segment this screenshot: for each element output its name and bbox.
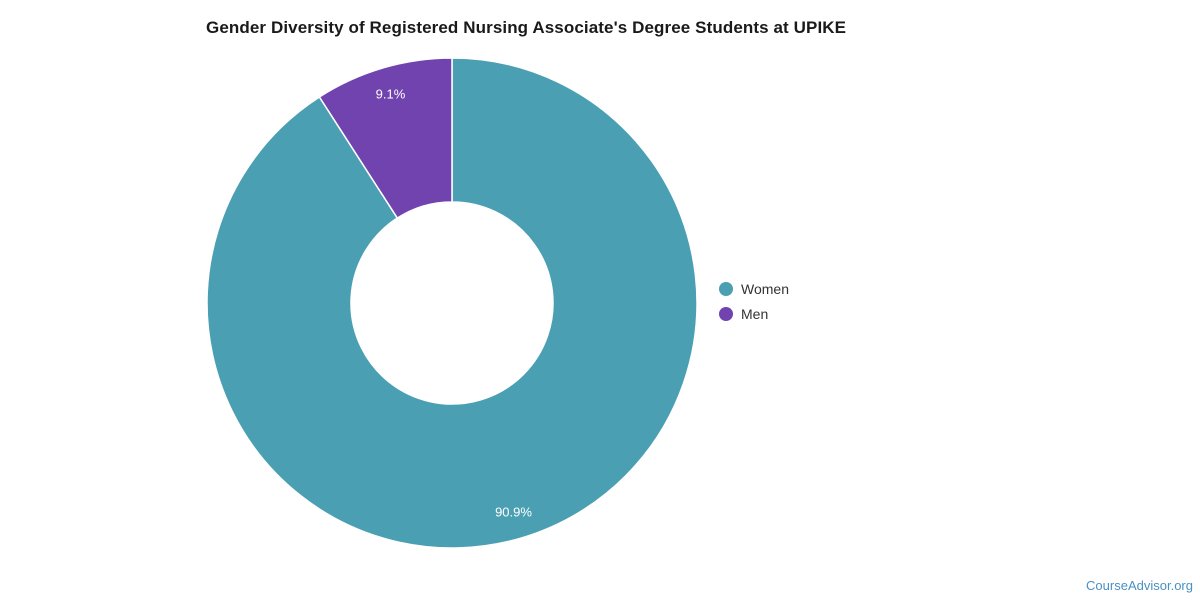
courseadvisor-credit-link[interactable]: CourseAdvisor.org (1086, 578, 1193, 593)
slice-label-women: 90.9% (495, 505, 532, 520)
pie-slice-women[interactable] (206, 57, 698, 549)
legend-item-men[interactable]: Men (719, 301, 789, 326)
pie-slice-men[interactable] (318, 57, 453, 219)
slice-label-men: 9.1% (376, 86, 406, 101)
legend-marker-women-icon (719, 281, 733, 296)
legend-label-women: Women (741, 280, 789, 297)
legend: Women Men (719, 276, 789, 326)
legend-item-women[interactable]: Women (719, 276, 789, 301)
legend-label-men: Men (741, 305, 769, 322)
chart-title: Gender Diversity of Registered Nursing A… (206, 18, 847, 37)
legend-marker-men-icon (719, 306, 733, 321)
